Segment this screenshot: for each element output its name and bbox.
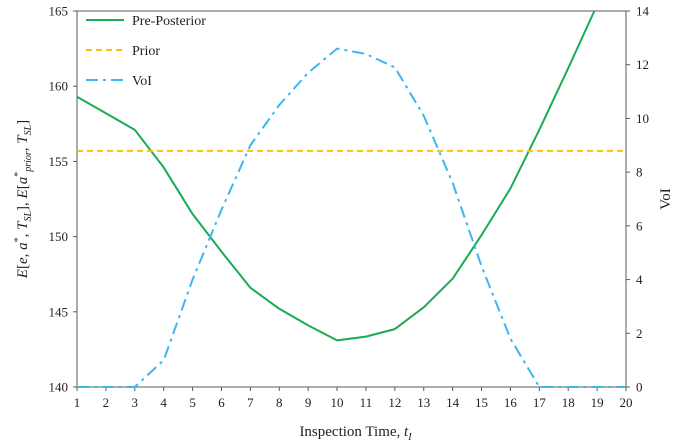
- x-tick-label: 2: [103, 395, 110, 410]
- y-tick-label: 160: [49, 79, 69, 94]
- x-tick-label: 5: [189, 395, 196, 410]
- x-tick-label: 1: [74, 395, 81, 410]
- y-tick-label: 165: [49, 4, 69, 19]
- series-layer: [76, 10, 626, 388]
- y2-tick-label: 10: [636, 111, 649, 126]
- y-tick-label: 155: [49, 154, 69, 169]
- legend: Pre-Posterior Prior VoI: [86, 14, 206, 89]
- y2-tick-label: 6: [636, 218, 643, 233]
- axis-labels: Inspection Time, tI E[e, a*, TSL], E[a*pr…: [13, 120, 674, 443]
- x-axis-title: Inspection Time, tI: [299, 424, 412, 443]
- x-tick-label: 14: [446, 395, 460, 410]
- axes-layer: 1 2 3 4 5 6 7 8 9 10 11 12 13 14 15 16 17 18 19 20140145150…: [49, 4, 650, 411]
- x-tick-label: 16: [504, 395, 518, 410]
- y-axis-title: E[e, a*, TSL], E[a*prior, TSL]: [13, 120, 34, 279]
- x-tick-label: 6: [218, 395, 225, 410]
- series-line-pre-posterior: [76, 10, 596, 342]
- x-tick-label: 9: [305, 395, 312, 410]
- legend-label: Pre-Posterior: [132, 14, 206, 29]
- x-tick-label: 18: [562, 395, 575, 410]
- x-tick-label: 4: [160, 395, 167, 410]
- x-tick-label: 12: [388, 395, 401, 410]
- x-tick-label: 8: [276, 395, 283, 410]
- x-tick-label: 10: [331, 395, 344, 410]
- y2-tick-label: 12: [636, 57, 649, 72]
- x-tick-label: 3: [132, 395, 139, 410]
- y2-tick-label: 4: [636, 272, 643, 287]
- legend-label: Prior: [132, 44, 160, 59]
- y2-tick-label: 14: [636, 4, 650, 19]
- y-tick-label: 150: [49, 229, 69, 244]
- y2-tick-label: 8: [636, 165, 643, 180]
- x-tick-label: 17: [533, 395, 547, 410]
- x-tick-label: 15: [475, 395, 488, 410]
- y-tick-label: 145: [49, 304, 69, 319]
- y-tick-label: 140: [49, 380, 69, 395]
- x-tick-label: 7: [247, 395, 254, 410]
- x-tick-label: 19: [591, 395, 604, 410]
- plot-frame: [76, 10, 627, 388]
- series-line-voi: [77, 47, 626, 388]
- y2-axis-title: VoI: [658, 188, 674, 209]
- y2-tick-label: 0: [636, 380, 643, 395]
- legend-label: VoI: [132, 74, 152, 89]
- x-tick-label: 20: [620, 395, 633, 410]
- y2-tick-label: 2: [636, 326, 643, 341]
- x-tick-label: 11: [360, 395, 373, 410]
- x-tick-label: 13: [417, 395, 430, 410]
